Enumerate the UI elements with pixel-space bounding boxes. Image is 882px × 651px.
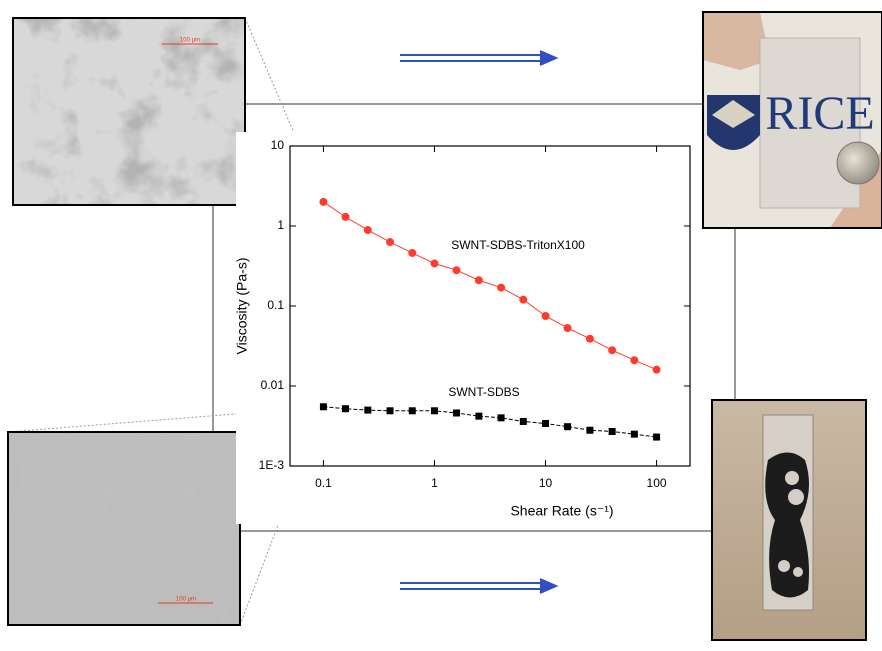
point: [408, 248, 417, 257]
point: [363, 226, 372, 235]
arrows: [400, 50, 559, 594]
point: [564, 423, 572, 431]
point: [341, 405, 349, 413]
photo-text: RICE: [765, 87, 874, 140]
plot: 0.1 1 10 100 1E-3 0.01 0.1 1 10 SWNT-SDBS-TritonX…: [259, 138, 690, 490]
point: [364, 406, 372, 414]
point: [497, 283, 506, 292]
x-axis-label: Shear Rate (s⁻¹): [510, 503, 613, 519]
scale-label: 100 μm: [176, 597, 196, 603]
point: [408, 407, 416, 415]
point: [585, 334, 594, 343]
photo-rice: RICE: [702, 11, 882, 229]
point: [608, 346, 617, 355]
connectors: [212, 103, 736, 532]
x-tick-label: 100: [647, 476, 667, 490]
series-line: [323, 201, 657, 371]
point: [497, 414, 505, 422]
x-tick-label: 10: [539, 476, 553, 490]
y-tick-label: 1: [277, 218, 284, 232]
point: [586, 426, 594, 434]
micrograph-top: 100 μm: [12, 17, 246, 206]
point: [519, 417, 527, 425]
scale-label: 100 μm: [180, 38, 200, 44]
point: [386, 407, 394, 415]
point: [563, 324, 572, 333]
point: [519, 295, 528, 304]
y-tick-label: 0.01: [261, 378, 285, 392]
y-tick-label: 1E-3: [259, 458, 285, 472]
point: [541, 311, 550, 320]
point: [453, 409, 461, 417]
x-tick-label: 1: [431, 476, 438, 490]
y-tick-label: 0.1: [267, 298, 284, 312]
series-line: [323, 406, 657, 438]
point: [386, 238, 395, 247]
point: [474, 276, 483, 285]
chart-background: [236, 132, 702, 524]
point: [630, 356, 639, 365]
x-tick-label: 0.1: [315, 476, 332, 490]
point: [630, 430, 638, 438]
point: [452, 266, 461, 275]
series-label: SWNT-SDBS: [448, 385, 519, 399]
point: [542, 419, 550, 427]
point: [608, 427, 616, 435]
point: [319, 403, 327, 411]
point: [430, 259, 439, 268]
point: [319, 197, 328, 206]
micrograph-bottom: 100 μm: [7, 431, 241, 626]
y-axis-label: Viscosity (Pa-s): [234, 258, 250, 355]
point: [475, 412, 483, 420]
photo-slide: [711, 399, 867, 641]
point: [653, 433, 661, 441]
point: [341, 212, 350, 221]
point: [652, 365, 661, 374]
point: [430, 407, 438, 415]
y-tick-label: 10: [271, 138, 285, 152]
series-label: SWNT-SDBS-TritonX100: [451, 238, 585, 252]
